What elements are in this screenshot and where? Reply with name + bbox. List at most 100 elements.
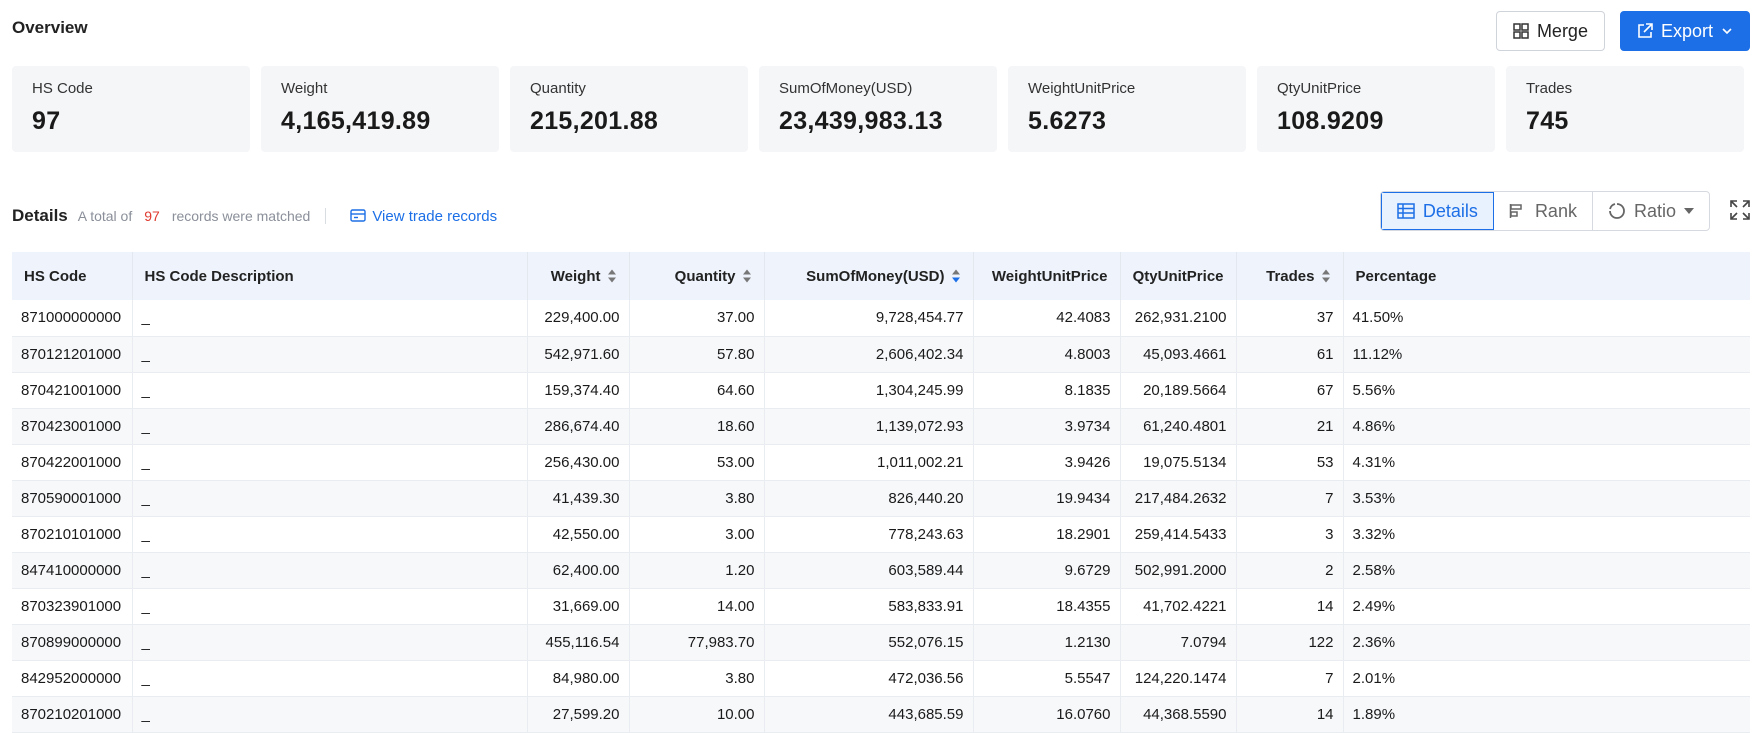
expand-icon [1730, 200, 1750, 220]
cell-sum-of-money: 826,440.20 [764, 480, 974, 517]
view-trade-records-label: View trade records [372, 207, 498, 225]
table-row[interactable]: 870421001000 _ 159,374.40 64.60 1,304,245.99… [12, 372, 1750, 409]
cell-description: _ [132, 516, 528, 553]
table-row[interactable]: 870210201000 _ 27,599.20 10.00 443,685.59 16.… [12, 696, 1750, 733]
page-title: Overview [12, 18, 88, 37]
table-row[interactable]: 870423001000 _ 286,674.40 18.60 1,139,072.93… [12, 408, 1750, 445]
table-row[interactable]: 842952000000 _ 84,980.00 3.80 472,036.56 5.55… [12, 660, 1750, 697]
cell-hs-code: 847410000000 [12, 552, 133, 589]
merge-button[interactable]: Merge [1495, 11, 1605, 51]
cell-percentage: 3.53% [1343, 480, 1750, 517]
col-weight[interactable]: Weight [527, 252, 630, 300]
bar-chart-icon [1509, 204, 1522, 218]
cell-weight-unit-price: 4.8003 [973, 336, 1121, 373]
cell-percentage: 41.50% [1343, 300, 1750, 337]
cell-trades: 2 [1236, 552, 1344, 589]
view-mode-ratio[interactable]: Ratio [1593, 192, 1709, 230]
cell-hs-code: 842952000000 [12, 660, 133, 697]
chevron-down-icon [1722, 28, 1732, 35]
stat-card-weight-unit-price: WeightUnitPrice 5.6273 [1008, 66, 1246, 152]
cell-weight: 229,400.00 [527, 300, 630, 337]
table-row[interactable]: 847410000000 _ 62,400.00 1.20 603,589.44 9.67… [12, 552, 1750, 589]
cell-description: _ [132, 552, 528, 589]
cell-trades: 67 [1236, 372, 1344, 409]
cell-description: _ [132, 444, 528, 481]
col-quantity[interactable]: Quantity [629, 252, 765, 300]
cell-hs-code: 870421001000 [12, 372, 133, 409]
cell-qty-unit-price: 7.0794 [1120, 624, 1237, 661]
stat-value: 215,201.88 [530, 107, 659, 135]
ring-chart-icon [1609, 203, 1625, 219]
col-trades-label: Trades [1266, 267, 1315, 285]
table-row[interactable]: 870590001000 _ 41,439.30 3.80 826,440.20 19.9… [12, 480, 1750, 517]
col-description-label: HS Code Description [144, 267, 294, 285]
cell-sum-of-money: 443,685.59 [764, 696, 974, 733]
top-actions: Merge Export [1495, 11, 1750, 51]
cell-hs-code: 870210201000 [12, 696, 133, 733]
cell-weight: 31,669.00 [527, 588, 630, 625]
view-trade-records-link[interactable]: View trade records [350, 208, 497, 225]
cell-quantity: 77,983.70 [629, 624, 765, 661]
cell-weight-unit-price: 3.9426 [973, 444, 1121, 481]
col-trades[interactable]: Trades [1236, 252, 1344, 300]
cell-trades: 7 [1236, 480, 1344, 517]
col-weight-label: Weight [550, 267, 601, 285]
cell-description: _ [132, 300, 528, 337]
table-row[interactable]: 870422001000 _ 256,430.00 53.00 1,011,002.21… [12, 444, 1750, 481]
cell-quantity: 14.00 [629, 588, 765, 625]
stat-card-hs-code: HS Code 97 [12, 66, 250, 152]
cell-weight-unit-price: 5.5547 [973, 660, 1121, 697]
details-bar: Details A total of 97 records were matched… [12, 199, 1750, 233]
stat-label: QtyUnitPrice [1277, 80, 1362, 97]
cell-description: _ [132, 372, 528, 409]
cell-description: _ [132, 408, 528, 445]
stat-label: Quantity [530, 80, 586, 97]
table-row[interactable]: 870121201000 _ 542,971.60 57.80 2,606,402.34… [12, 336, 1750, 373]
export-button[interactable]: Export [1619, 11, 1750, 51]
cell-qty-unit-price: 217,484.2632 [1120, 480, 1237, 517]
col-sum-of-money[interactable]: SumOfMoney(USD) [764, 252, 974, 300]
stat-value: 97 [32, 107, 61, 135]
sort-icon [742, 269, 751, 283]
cell-description: _ [132, 336, 528, 373]
sort-desc-active-icon [951, 269, 960, 283]
cell-weight-unit-price: 18.4355 [973, 588, 1121, 625]
table-row[interactable]: 870210101000 _ 42,550.00 3.00 778,243.63 18.2… [12, 516, 1750, 553]
view-mode-toggle: Details Rank Ratio [1379, 191, 1710, 231]
cell-percentage: 11.12% [1343, 336, 1750, 373]
stat-value: 745 [1526, 107, 1569, 135]
cell-percentage: 1.89% [1343, 696, 1750, 733]
cell-trades: 21 [1236, 408, 1344, 445]
table-row[interactable]: 870323901000 _ 31,669.00 14.00 583,833.91 18.… [12, 588, 1750, 625]
stat-value: 23,439,983.13 [779, 107, 943, 135]
table-row[interactable]: 871000000000 _ 229,400.00 37.00 9,728,454.77… [12, 300, 1750, 337]
cell-qty-unit-price: 44,368.5590 [1120, 696, 1237, 733]
cell-trades: 7 [1236, 660, 1344, 697]
cell-quantity: 57.80 [629, 336, 765, 373]
cell-percentage: 5.56% [1343, 372, 1750, 409]
table-row[interactable]: 870899000000 _ 455,116.54 77,983.70 552,076.… [12, 624, 1750, 661]
col-weight-unit-price: WeightUnitPrice [973, 252, 1121, 300]
view-mode-rank[interactable]: Rank [1494, 192, 1593, 230]
cell-description: _ [132, 624, 528, 661]
cell-sum-of-money: 1,011,002.21 [764, 444, 974, 481]
cell-trades: 122 [1236, 624, 1344, 661]
cell-qty-unit-price: 41,702.4221 [1120, 588, 1237, 625]
col-qty-unit-price: QtyUnitPrice [1120, 252, 1237, 300]
stat-value: 5.6273 [1028, 107, 1107, 135]
cell-weight-unit-price: 9.6729 [973, 552, 1121, 589]
cell-weight-unit-price: 16.0760 [973, 696, 1121, 733]
stat-card-trades: Trades 745 [1506, 66, 1744, 152]
cell-description: _ [132, 588, 528, 625]
cell-percentage: 2.49% [1343, 588, 1750, 625]
cell-weight-unit-price: 18.2901 [973, 516, 1121, 553]
cell-weight: 42,550.00 [527, 516, 630, 553]
cell-sum-of-money: 1,304,245.99 [764, 372, 974, 409]
cell-quantity: 37.00 [629, 300, 765, 337]
cell-weight: 84,980.00 [527, 660, 630, 697]
cell-trades: 37 [1236, 300, 1344, 337]
cell-qty-unit-price: 61,240.4801 [1120, 408, 1237, 445]
cell-sum-of-money: 778,243.63 [764, 516, 974, 553]
view-mode-details[interactable]: Details [1380, 192, 1494, 230]
fullscreen-button[interactable] [1729, 199, 1751, 226]
